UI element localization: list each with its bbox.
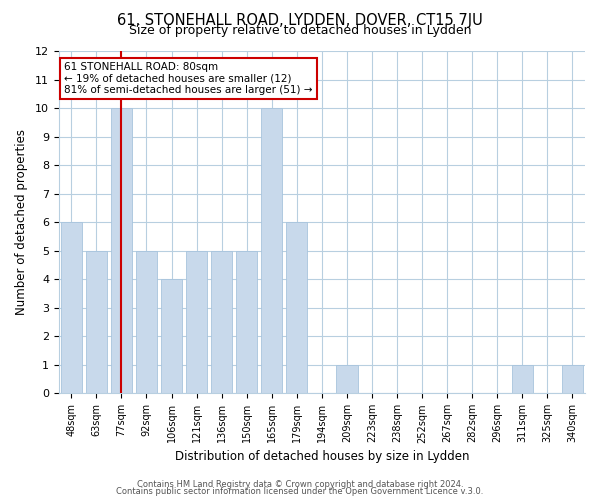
Text: Size of property relative to detached houses in Lydden: Size of property relative to detached ho… [129, 24, 471, 37]
Bar [512, 365, 533, 394]
Bar [111, 108, 132, 394]
Bar [261, 108, 283, 394]
Text: 61 STONEHALL ROAD: 80sqm
← 19% of detached houses are smaller (12)
81% of semi-d: 61 STONEHALL ROAD: 80sqm ← 19% of detach… [64, 62, 313, 95]
Bar [562, 365, 583, 394]
Bar [86, 251, 107, 394]
Text: Contains HM Land Registry data © Crown copyright and database right 2024.: Contains HM Land Registry data © Crown c… [137, 480, 463, 489]
Bar [211, 251, 232, 394]
Bar [161, 280, 182, 394]
Bar [236, 251, 257, 394]
X-axis label: Distribution of detached houses by size in Lydden: Distribution of detached houses by size … [175, 450, 469, 462]
Bar [337, 365, 358, 394]
Bar [136, 251, 157, 394]
Bar [61, 222, 82, 394]
Y-axis label: Number of detached properties: Number of detached properties [15, 130, 28, 316]
Bar [286, 222, 307, 394]
Bar [186, 251, 207, 394]
Text: 61, STONEHALL ROAD, LYDDEN, DOVER, CT15 7JU: 61, STONEHALL ROAD, LYDDEN, DOVER, CT15 … [117, 12, 483, 28]
Text: Contains public sector information licensed under the Open Government Licence v.: Contains public sector information licen… [116, 487, 484, 496]
